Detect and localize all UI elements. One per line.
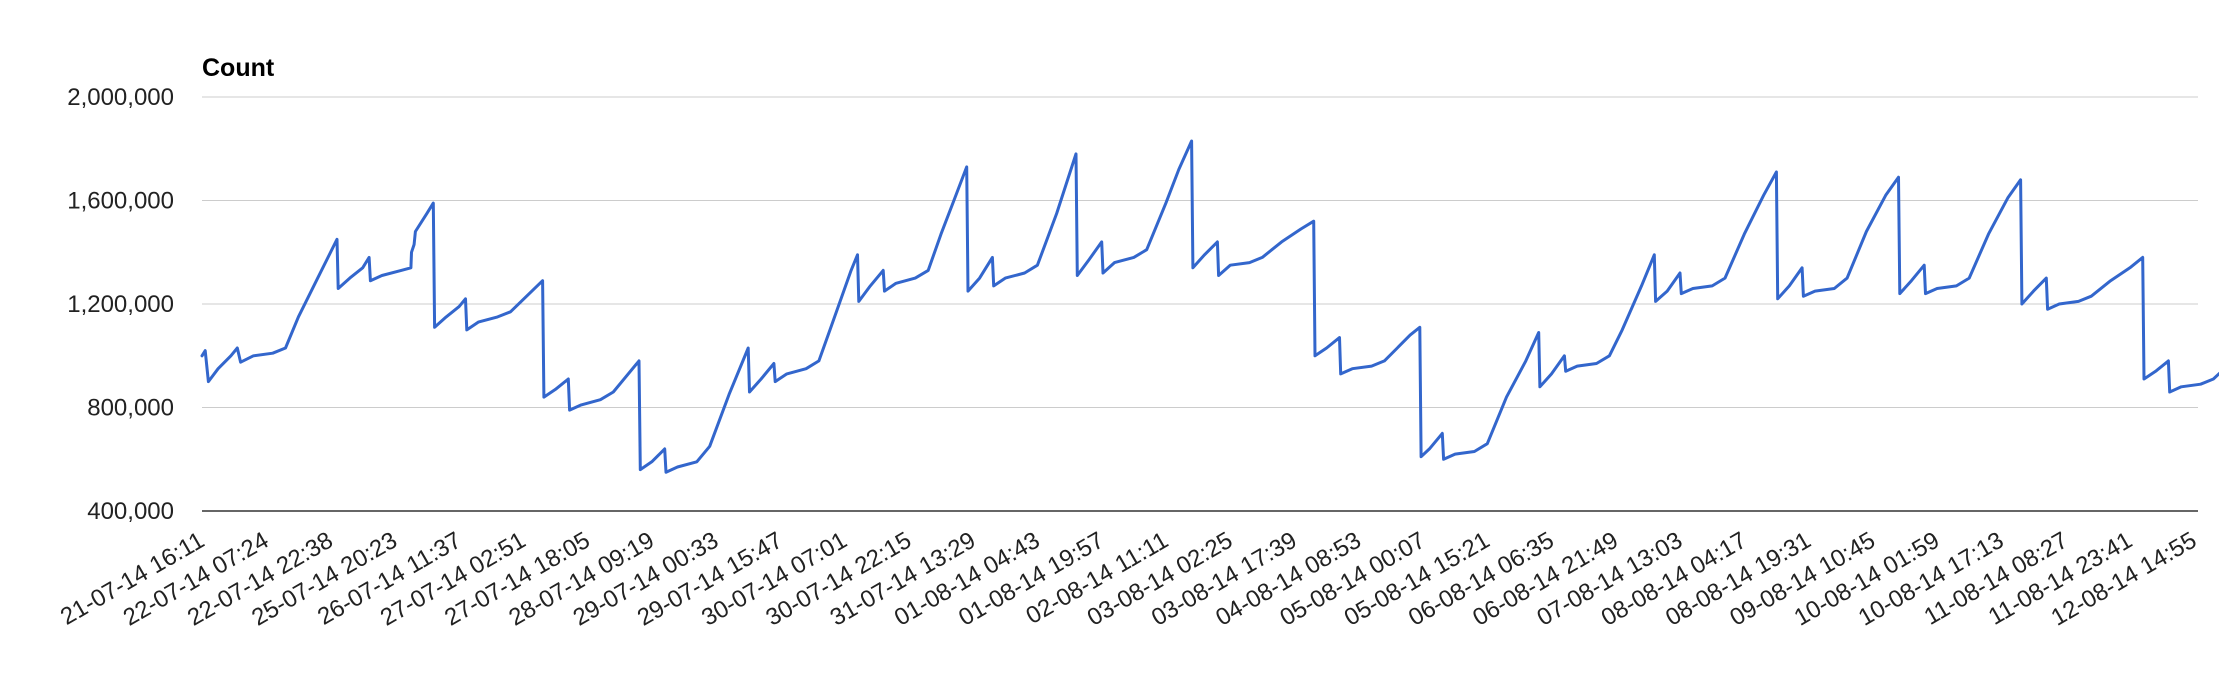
chart-title: Count <box>202 54 275 82</box>
y-tick-label: 1,200,000 <box>67 291 174 318</box>
series-line <box>200 139 2219 474</box>
gridlines <box>202 96 2198 512</box>
y-tick-label: 2,000,000 <box>67 84 174 111</box>
y-tick-label: 400,000 <box>87 498 174 525</box>
y-axis-labels: 2,000,000 1,600,000 1,200,000 800,000 400,00… <box>67 84 174 525</box>
y-tick-label: 1,600,000 <box>67 188 174 215</box>
y-tick-label: 800,000 <box>87 395 174 422</box>
